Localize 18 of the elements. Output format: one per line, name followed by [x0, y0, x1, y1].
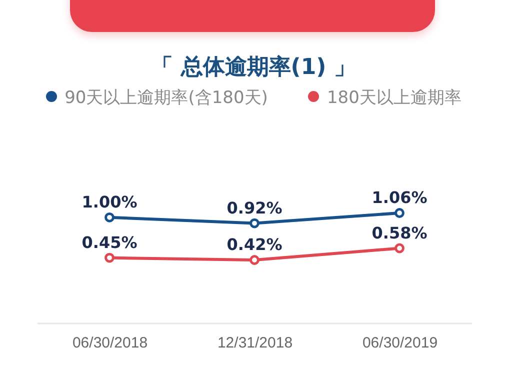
point [104, 252, 114, 263]
point [104, 212, 114, 222]
data-label: 0.58% [372, 223, 428, 242]
point [394, 243, 404, 254]
x-tick-label: 12/31/2018 [217, 334, 293, 352]
point [394, 208, 404, 218]
point [250, 255, 260, 265]
legend-label: 90天以上逾期率(含180天) [64, 87, 268, 109]
data-label: 0.45% [82, 232, 138, 252]
data-label: 1.06% [372, 188, 428, 207]
legend-label: 180天以上逾期率 [326, 87, 462, 109]
x-tick-label: 06/30/2019 [362, 334, 438, 352]
data-label: 0.42% [226, 235, 282, 254]
point [250, 218, 260, 228]
data-label: 1.00% [82, 192, 138, 212]
chart-title: 「 总体逾期率(1) 」 [150, 54, 357, 82]
data-label: 0.92% [226, 198, 282, 218]
x-tick-label: 06/30/2018 [72, 334, 148, 352]
